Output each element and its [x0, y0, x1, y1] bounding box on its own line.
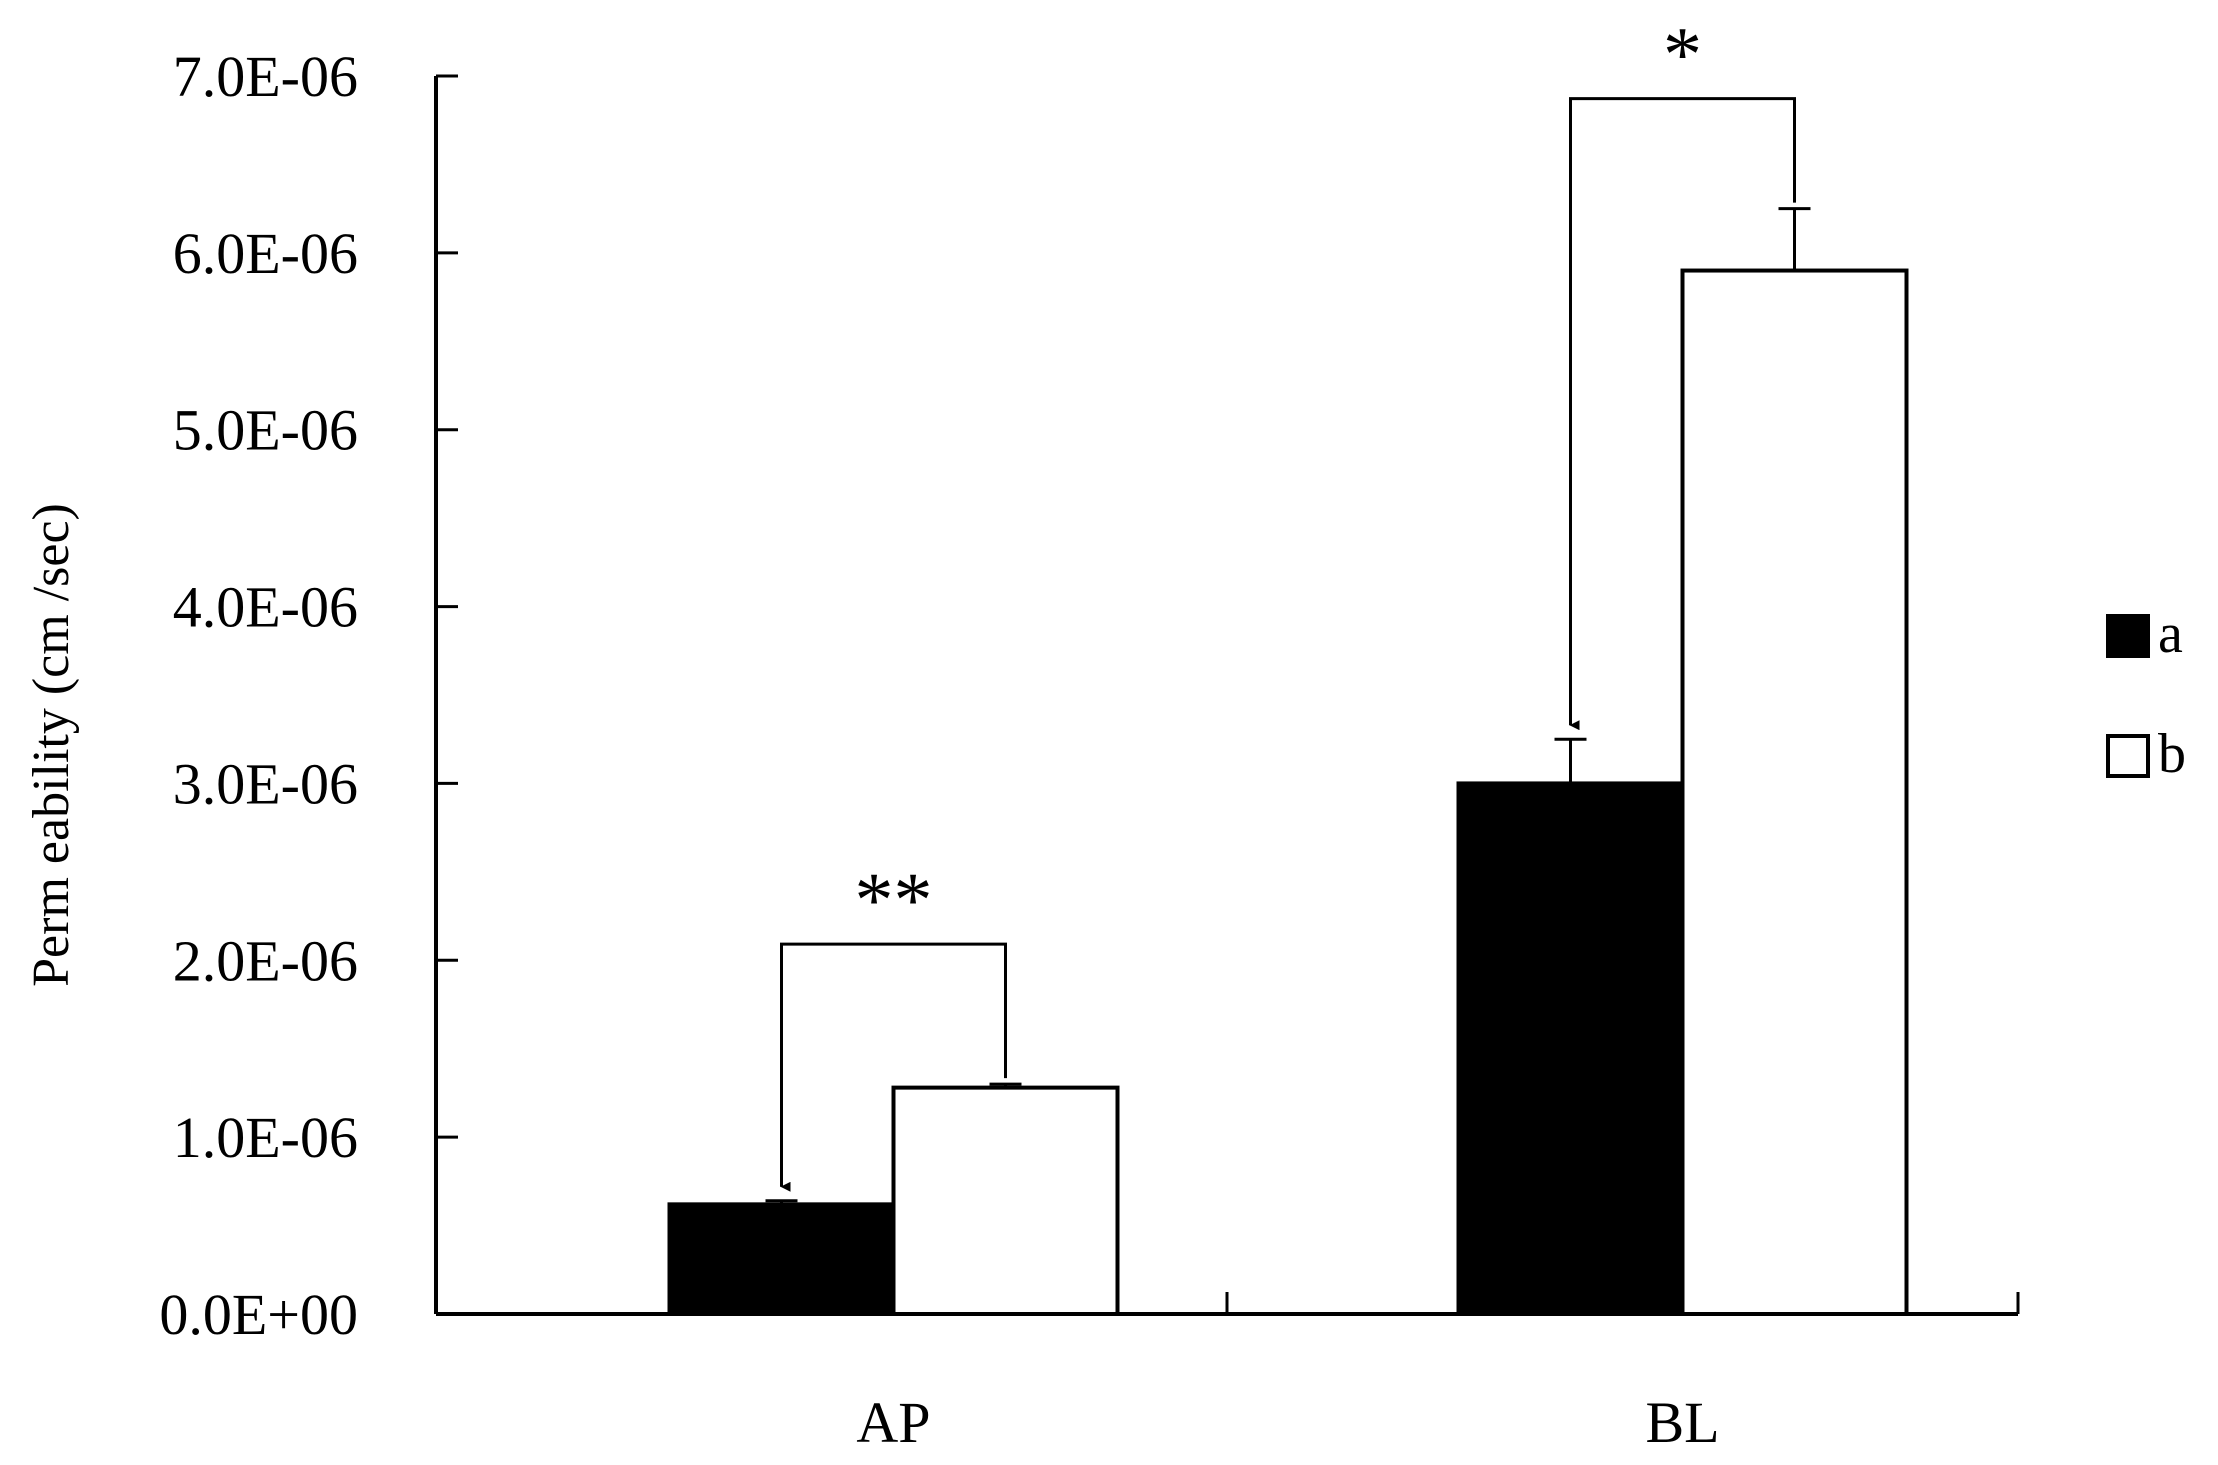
significance-bracket	[780, 942, 1007, 1192]
x-tick-label-bl: BL	[1645, 1390, 1719, 1455]
y-tick-label: 6.0E-06	[173, 221, 358, 286]
y-tick-label: 4.0E-06	[173, 575, 358, 640]
y-tick-label: 3.0E-06	[173, 751, 358, 816]
legend-item-a: a	[2106, 603, 2183, 665]
x-axis-labels: AP BL	[856, 1390, 1719, 1455]
y-tick-label: 0.0E+00	[159, 1282, 358, 1347]
bar-b-ap	[891, 1085, 1120, 1316]
bars	[667, 268, 1909, 1316]
legend-swatch	[2106, 734, 2150, 778]
error-bars	[765, 207, 1811, 1205]
legend-swatch	[2106, 614, 2150, 658]
significance-label: *	[1663, 11, 1702, 98]
y-tick-label: 5.0E-06	[173, 398, 358, 463]
bar-a-ap	[667, 1202, 896, 1316]
legend-label: b	[2158, 723, 2186, 785]
y-tick-label: 2.0E-06	[173, 928, 358, 993]
significance-label: **	[855, 856, 933, 943]
axes	[434, 76, 2020, 1316]
y-tick-label: 7.0E-06	[173, 44, 358, 109]
legend-label: a	[2158, 603, 2183, 665]
significance-brackets: ***	[780, 11, 1796, 1192]
legend: ab	[2106, 603, 2186, 785]
bar-b-bl	[1680, 268, 1909, 1316]
y-axis-title: Perm eability (cm /sec)	[23, 503, 80, 987]
bar-a-bl	[1456, 781, 1685, 1316]
significance-ap: **	[780, 856, 1007, 1192]
x-tick-label-ap: AP	[856, 1390, 930, 1455]
y-tick-label: 1.0E-06	[173, 1105, 358, 1170]
y-axis-ticks: 0.0E+00 1.0E-06 2.0E-06 3.0E-06 4.0E-06 5.0E-…	[159, 44, 458, 1347]
significance-bl: *	[1569, 11, 1796, 731]
legend-item-b: b	[2106, 723, 2186, 785]
significance-bracket	[1569, 97, 1796, 731]
